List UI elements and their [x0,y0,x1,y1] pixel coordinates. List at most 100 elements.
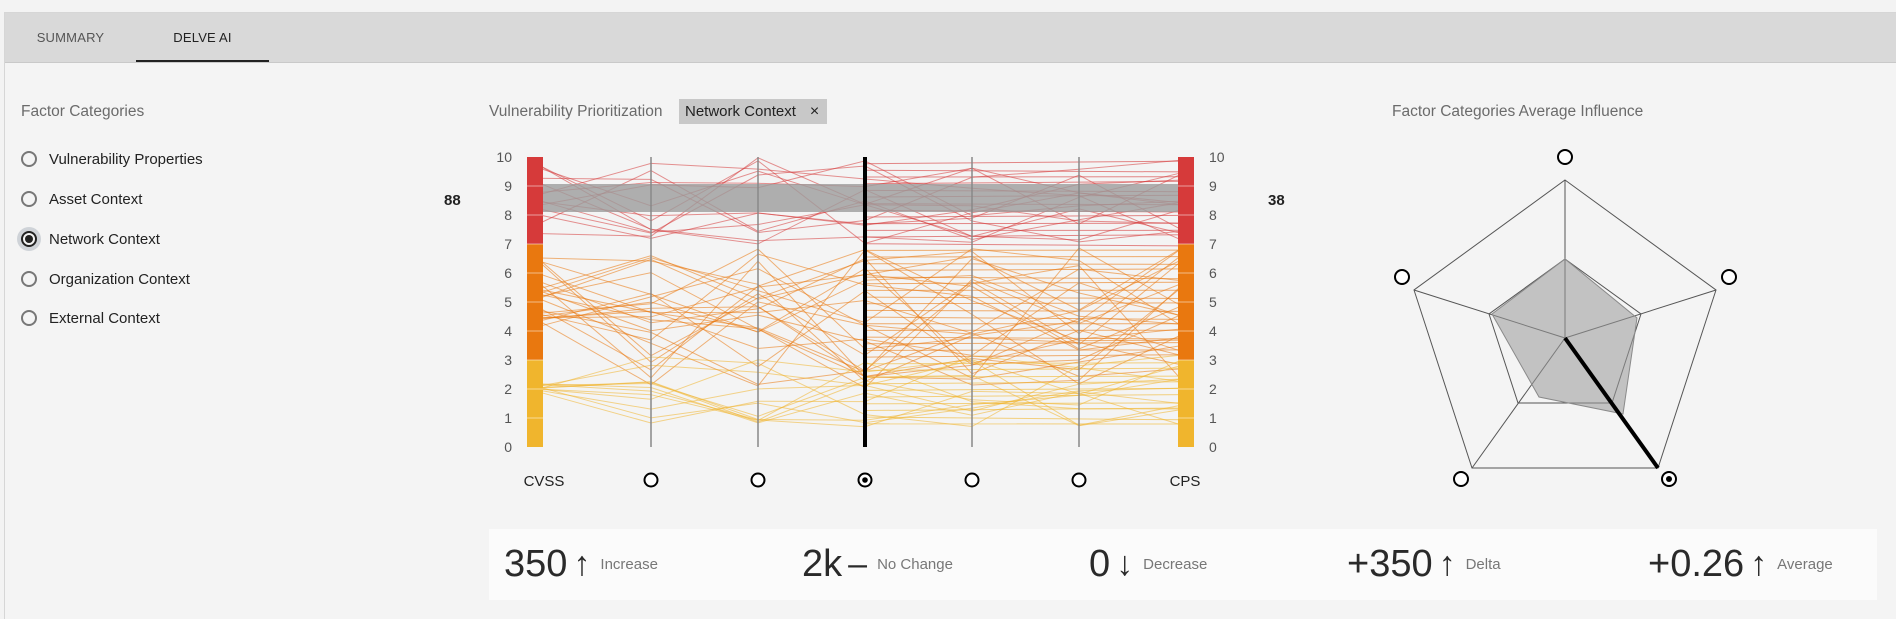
data-line [864,349,1187,351]
radio-label: Network Context [49,230,160,248]
left-tick-label: 4 [504,323,512,339]
radar-vertex-handle[interactable] [1721,269,1737,285]
data-line [864,214,1187,218]
left-tick-label: 9 [504,178,512,194]
radio-button[interactable] [21,310,37,326]
radio-button[interactable] [21,271,37,287]
tab-delve-ai[interactable]: DELVE AI [136,13,269,62]
left-tick-label: 1 [504,410,512,426]
stat-decrease: 0 ↓ Decrease [1089,529,1207,600]
radar-vertex-handle[interactable] [1557,149,1573,165]
vulnerability-prioritization-title: Vulnerability Prioritization [489,103,663,120]
stat-increase: 350 ↑ Increase [504,529,658,600]
radio-external-context[interactable]: External Context [21,306,160,330]
right-tick-label: 7 [1209,236,1217,252]
left-tick-label: 2 [504,381,512,397]
arrow-up-icon: ↑ [1438,545,1456,583]
right-tick-label: 5 [1209,294,1217,310]
scale-low [527,360,543,447]
right-tick-label: 1 [1209,410,1217,426]
data-line [864,367,1187,371]
data-line [864,381,1187,385]
data-line [864,234,1187,238]
radar-vertex-handle[interactable] [1394,269,1410,285]
stat-value: 350 [504,543,568,585]
data-line [864,336,1187,340]
stat-value: 0 [1089,543,1111,585]
close-icon[interactable]: × [809,102,820,120]
data-line [864,281,1187,285]
radio-label: Asset Context [49,190,143,208]
data-line [864,296,1187,299]
radar-title: Factor Categories Average Influence [1392,103,1644,120]
data-line [864,160,1187,165]
radio-organization-context[interactable]: Organization Context [21,267,190,291]
radio-button-selected[interactable] [21,231,37,247]
right-tick-label: 4 [1209,323,1217,339]
radio-network-context[interactable]: Network Context [21,227,160,251]
radio-label: External Context [49,309,160,327]
arrow-up-icon: ↑ [1750,545,1768,583]
scale-high [527,157,543,244]
right-tick-label: 10 [1209,149,1225,165]
data-line [864,362,1187,365]
axis-handle[interactable] [750,472,766,488]
scale-low [1178,360,1194,447]
stat-label: No Change [877,556,953,573]
tab-bar: SUMMARY DELVE AI [5,13,1896,63]
data-line [864,387,1187,391]
data-line [864,394,1187,398]
radio-button[interactable] [21,151,37,167]
stat-label: Decrease [1143,556,1208,573]
radio-label: Vulnerability Properties [49,150,203,168]
data-line [864,263,1187,265]
arrow-down-icon: ↓ [1116,545,1134,583]
radar-vertex-handle[interactable] [1453,471,1469,487]
stats-bar: 350 ↑ Increase 2k – No Change 0 ↓ Decrea… [489,529,1877,600]
left-tick-label: 3 [504,352,512,368]
stat-delta: +350 ↑ Delta [1347,529,1501,600]
data-line [864,375,1187,378]
data-line [535,253,1187,351]
filter-chip[interactable]: Network Context × [679,99,828,124]
radio-asset-context[interactable]: Asset Context [21,187,142,211]
left-tick-label: 5 [504,294,512,310]
right-tick-label: 2 [1209,381,1217,397]
stat-value: +0.26 [1648,543,1745,585]
axis-handle[interactable] [1071,472,1087,488]
left-count: 88 [444,192,461,209]
right-count: 38 [1268,192,1285,209]
data-line [535,258,1187,378]
left-tick-label: 8 [504,207,512,223]
right-tick-label: 8 [1209,207,1217,223]
data-line [864,342,1187,345]
data-line [864,309,1187,312]
data-line [864,268,1187,271]
data-line [864,169,1187,173]
stat-label: Increase [600,556,658,573]
radar-vertex-handle-selected[interactable] [1661,471,1677,487]
selection-band[interactable] [535,184,1186,212]
radio-button[interactable] [21,191,37,207]
data-line [864,354,1187,358]
radio-vulnerability-properties[interactable]: Vulnerability Properties [21,147,203,171]
tab-summary[interactable]: SUMMARY [36,30,105,45]
left-tick-label: 0 [504,439,512,455]
axis-handle[interactable] [964,472,980,488]
arrow-up-icon: ↑ [573,545,591,583]
axis-handle-dot [862,477,868,483]
scale-high [1178,157,1194,244]
cps-axis-label: CPS [1170,473,1201,490]
left-tick-label: 10 [496,149,512,165]
stat-average: +0.26 ↑ Average [1648,529,1833,600]
filter-chip-label: Network Context [685,103,796,120]
data-line [864,402,1187,405]
stat-value: +350 [1347,543,1433,585]
data-line [864,276,1187,280]
data-line [864,243,1187,247]
data-line [864,180,1187,185]
axis-handle[interactable] [643,472,659,488]
cvss-axis-label: CVSS [524,473,565,490]
data-line [864,416,1187,421]
